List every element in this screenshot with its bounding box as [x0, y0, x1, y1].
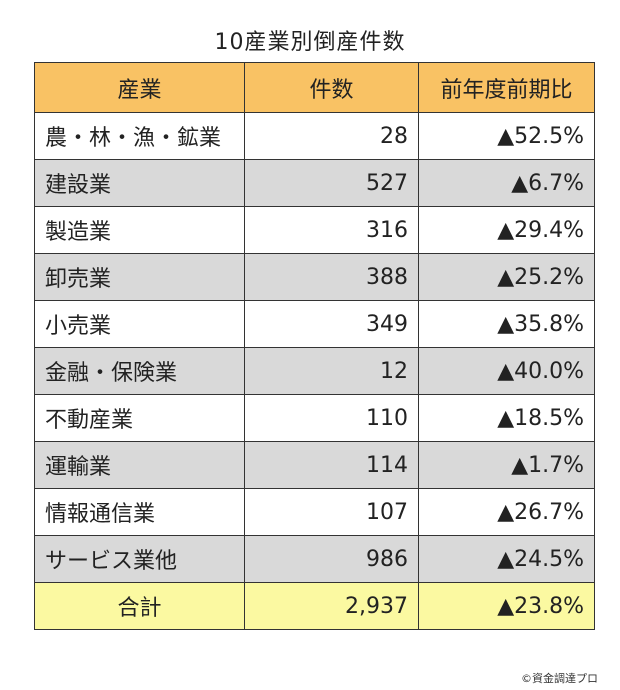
table-row: 卸売業 388 ▲25.2%: [34, 253, 595, 301]
table-row: 情報通信業 107 ▲26.7%: [34, 488, 595, 536]
table-row: サービス業他 986 ▲24.5%: [34, 535, 595, 583]
change-cell: ▲24.5%: [418, 535, 595, 583]
industry-bankruptcy-table: 産業 件数 前年度前期比 農・林・漁・鉱業 28 ▲52.5% 建設業 527 ▲6.7%…: [34, 62, 595, 630]
change-cell: ▲1.7%: [418, 441, 595, 489]
industry-cell: 運輸業: [34, 441, 245, 489]
industry-cell: 農・林・漁・鉱業: [34, 112, 245, 160]
change-cell: ▲25.2%: [418, 253, 595, 301]
column-header-industry: 産業: [34, 62, 245, 113]
industry-cell: 不動産業: [34, 394, 245, 442]
industry-cell: サービス業他: [34, 535, 245, 583]
count-cell: 349: [244, 300, 419, 348]
total-row: 合計 2,937 ▲23.8%: [34, 582, 595, 630]
column-header-change: 前年度前期比: [418, 62, 595, 113]
count-cell: 986: [244, 535, 419, 583]
industry-cell: 建設業: [34, 159, 245, 207]
count-cell: 388: [244, 253, 419, 301]
count-cell: 12: [244, 347, 419, 395]
count-cell: 28: [244, 112, 419, 160]
table-row: 建設業 527 ▲6.7%: [34, 159, 595, 207]
change-cell: ▲6.7%: [418, 159, 595, 207]
change-cell: ▲52.5%: [418, 112, 595, 160]
table-row: 金融・保険業 12 ▲40.0%: [34, 347, 595, 395]
count-cell: 110: [244, 394, 419, 442]
total-count: 2,937: [244, 582, 419, 630]
header-row: 産業 件数 前年度前期比: [34, 62, 595, 113]
table-title: 10産業別倒産件数: [214, 30, 406, 55]
table-row: 運輸業 114 ▲1.7%: [34, 441, 595, 489]
count-cell: 316: [244, 206, 419, 254]
copyright-credit: ©資金調達プロ: [521, 672, 598, 685]
change-cell: ▲35.8%: [418, 300, 595, 348]
table-row: 小売業 349 ▲35.8%: [34, 300, 595, 348]
industry-cell: 卸売業: [34, 253, 245, 301]
count-cell: 114: [244, 441, 419, 489]
change-cell: ▲18.5%: [418, 394, 595, 442]
count-cell: 527: [244, 159, 419, 207]
industry-cell: 金融・保険業: [34, 347, 245, 395]
total-change: ▲23.8%: [418, 582, 595, 630]
industry-cell: 小売業: [34, 300, 245, 348]
table-row: 不動産業 110 ▲18.5%: [34, 394, 595, 442]
industry-cell: 製造業: [34, 206, 245, 254]
table-row: 農・林・漁・鉱業 28 ▲52.5%: [34, 112, 595, 160]
change-cell: ▲40.0%: [418, 347, 595, 395]
industry-cell: 情報通信業: [34, 488, 245, 536]
total-label: 合計: [34, 582, 245, 630]
table-row: 製造業 316 ▲29.4%: [34, 206, 595, 254]
column-header-count: 件数: [244, 62, 419, 113]
change-cell: ▲26.7%: [418, 488, 595, 536]
change-cell: ▲29.4%: [418, 206, 595, 254]
count-cell: 107: [244, 488, 419, 536]
